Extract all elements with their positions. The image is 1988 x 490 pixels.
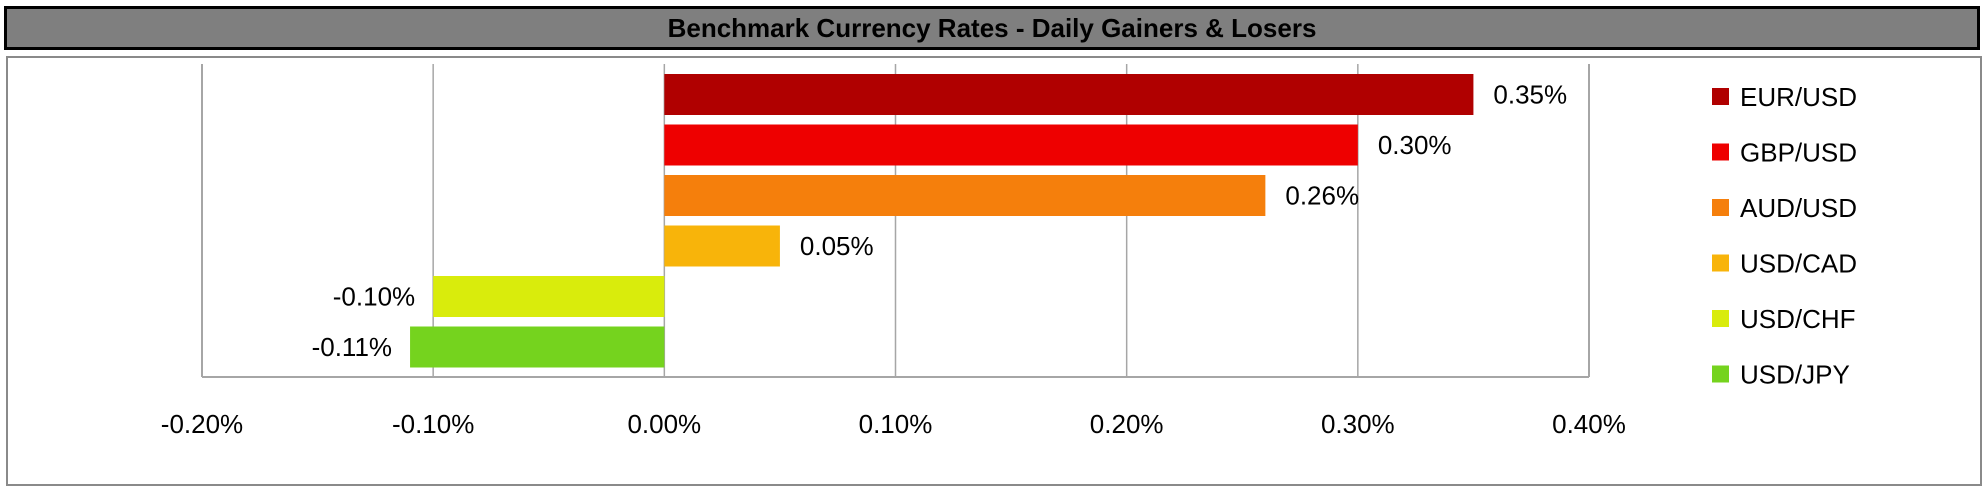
bar-usd-cad	[664, 225, 780, 267]
data-label: 0.30%	[1378, 130, 1452, 160]
legend-label: USD/CAD	[1740, 249, 1857, 279]
legend-swatch	[1712, 199, 1729, 216]
bar-eur-usd	[664, 74, 1474, 115]
x-tick-label: 0.00%	[627, 409, 701, 439]
data-label: 0.05%	[800, 231, 874, 261]
legend-label: GBP/USD	[1740, 138, 1857, 168]
x-tick-label: 0.30%	[1321, 409, 1395, 439]
legend-label: USD/JPY	[1740, 360, 1850, 390]
legend-label: USD/CHF	[1740, 304, 1856, 334]
bar-usd-jpy	[410, 326, 665, 368]
data-label: 0.35%	[1493, 80, 1567, 110]
bar-usd-chf	[433, 276, 665, 317]
bar-gbp-usd	[664, 124, 1358, 166]
x-tick-label: 0.40%	[1552, 409, 1626, 439]
data-label: -0.10%	[333, 282, 415, 312]
legend-swatch	[1712, 365, 1729, 383]
legend-swatch	[1712, 88, 1729, 105]
x-axis-tick-layer: -0.20% -0.10% 0.00% 0.10% 0.20% 0.30% 0.40%	[161, 409, 1626, 439]
chart-title: Benchmark Currency Rates - Daily Gainers…	[667, 12, 1317, 43]
data-label-layer: 0.35% 0.30% 0.26% 0.05% -0.10% -0.11%	[312, 80, 1568, 363]
x-tick-label: -0.20%	[161, 409, 243, 439]
legend-label: AUD/USD	[1740, 193, 1857, 223]
grid-layer	[201, 64, 1590, 378]
legend: EUR/USD GBP/USD AUD/USD USD/CAD USD/CHF USD/J…	[1712, 82, 1857, 390]
legend-swatch	[1712, 310, 1729, 327]
x-tick-label: -0.10%	[392, 409, 474, 439]
bar-layer	[410, 74, 1474, 368]
bar-aud-usd	[664, 175, 1266, 216]
legend-label: EUR/USD	[1740, 82, 1857, 112]
chart-title-bar: Benchmark Currency Rates - Daily Gainers…	[4, 6, 1980, 50]
data-label: -0.11%	[312, 332, 392, 362]
data-label: 0.26%	[1285, 181, 1359, 211]
legend-swatch	[1712, 143, 1729, 161]
x-tick-label: 0.20%	[1090, 409, 1164, 439]
legend-swatch	[1712, 254, 1729, 272]
x-tick-label: 0.10%	[859, 409, 933, 439]
